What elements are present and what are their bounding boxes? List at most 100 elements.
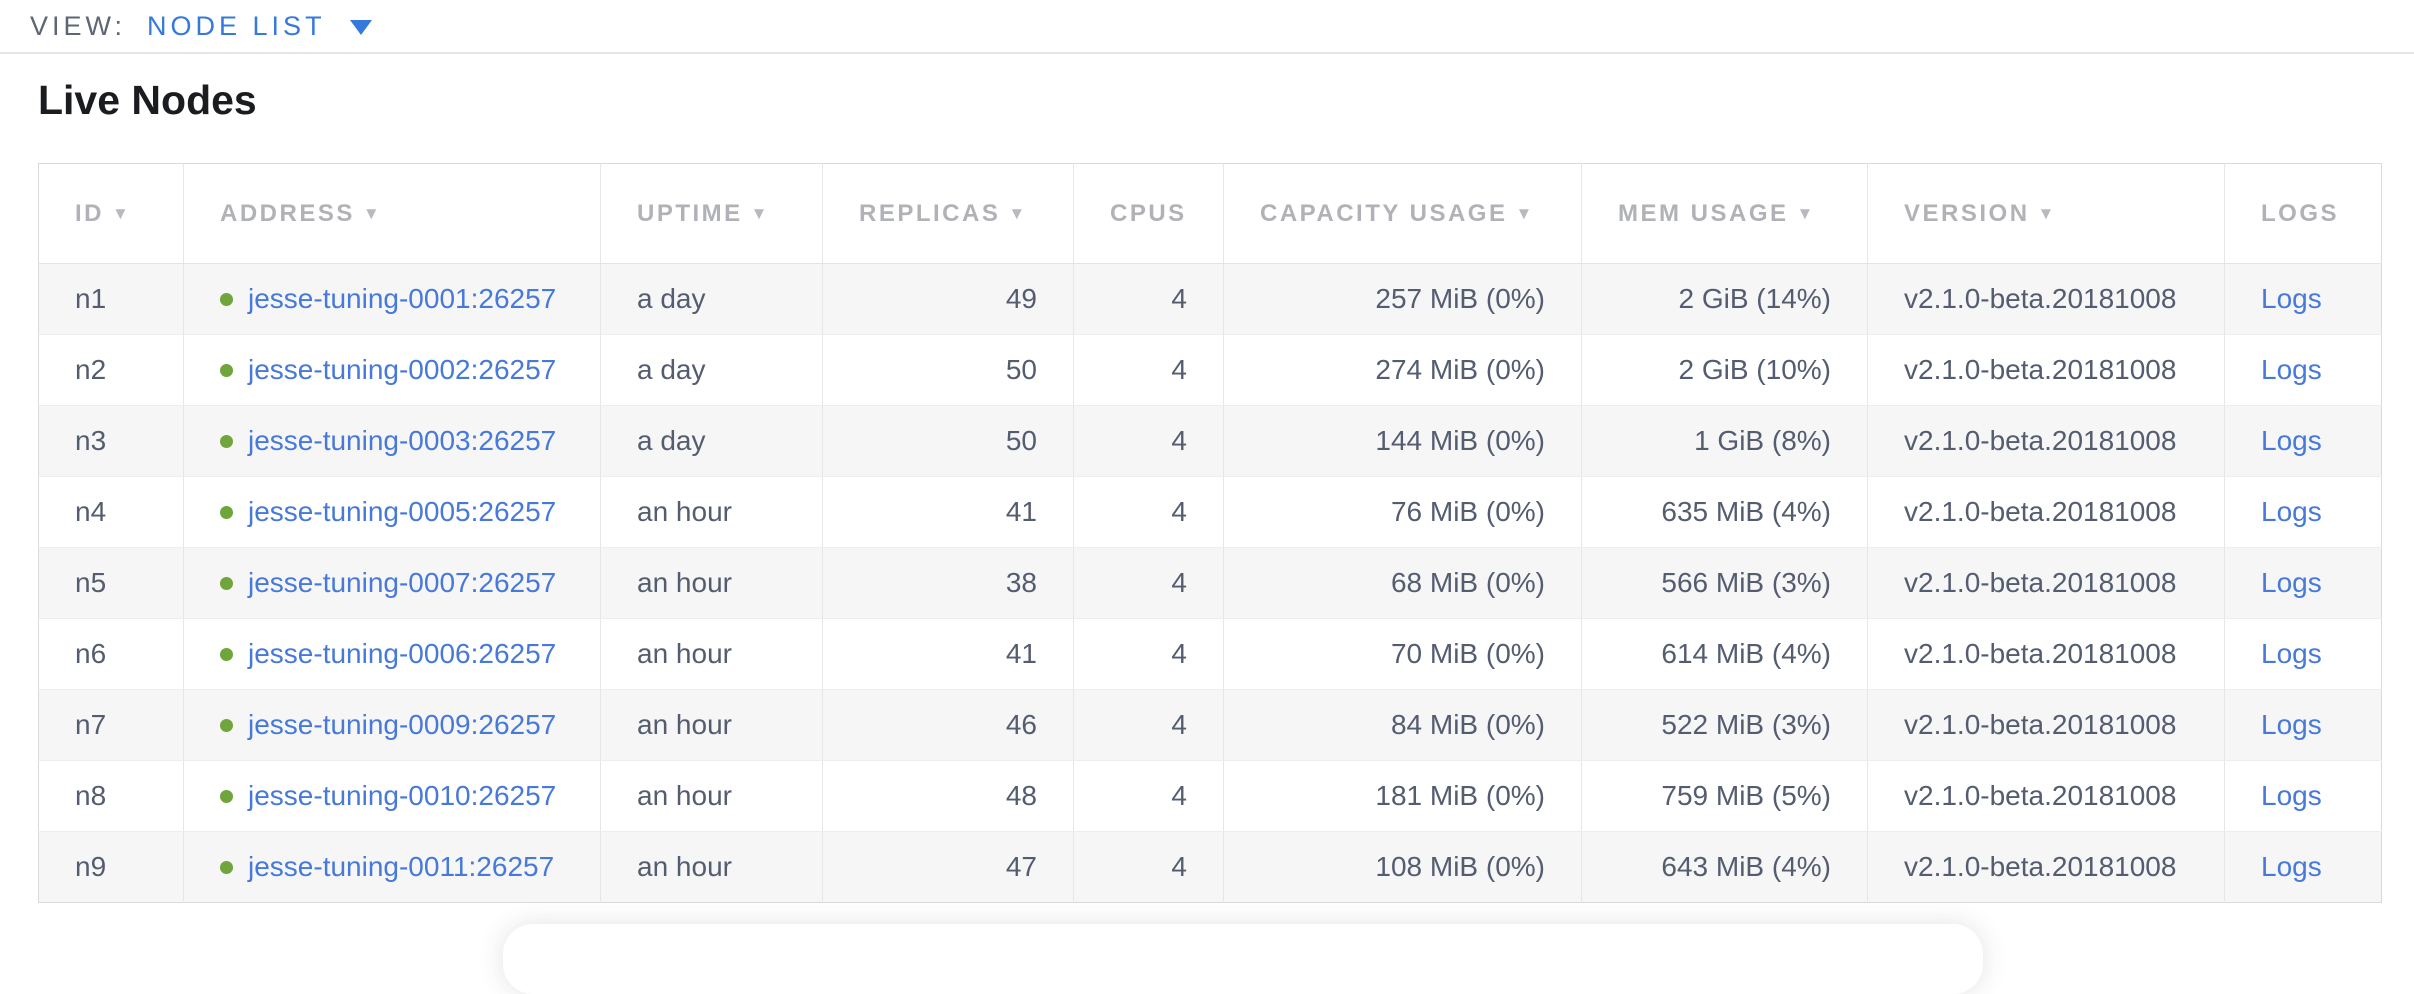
cell-replicas: 47 [822,831,1074,903]
cell-mem_usage: 643 MiB (4%) [1581,831,1868,903]
cell-cpus: 4 [1073,263,1224,335]
sort-desc-icon: ▼ [1515,203,1533,223]
cell-id: n1 [38,263,184,335]
cell-uptime: a day [600,263,823,335]
cell-replicas: 41 [822,476,1074,548]
cell-uptime: a day [600,334,823,406]
cell-capacity_usage: 108 MiB (0%) [1223,831,1582,903]
cell-mem_usage: 566 MiB (3%) [1581,547,1868,619]
cell-cpus: 4 [1073,831,1224,903]
cell-mem_usage: 1 GiB (8%) [1581,405,1868,477]
column-header-label: CAPACITY USAGE [1260,199,1508,227]
node-address-link[interactable]: jesse-tuning-0002:26257 [248,354,557,385]
cell-uptime: an hour [600,831,823,903]
cell-version: v2.1.0-beta.20181008 [1867,831,2225,903]
column-header-label: UPTIME [637,199,743,227]
sort-desc-icon: ▼ [362,203,380,223]
cell-cpus: 4 [1073,547,1224,619]
node-address-link[interactable]: jesse-tuning-0005:26257 [248,496,557,527]
view-bar: VIEW: NODE LIST [0,0,2414,54]
cell-uptime: an hour [600,547,823,619]
node-address-link[interactable]: jesse-tuning-0001:26257 [248,283,557,314]
cell-capacity_usage: 76 MiB (0%) [1223,476,1582,548]
cell-id: n8 [38,760,184,832]
cell-id: n6 [38,618,184,690]
node-address-link[interactable]: jesse-tuning-0010:26257 [248,780,557,811]
column-header-id[interactable]: ID ▼ [38,163,184,264]
sort-desc-icon: ▼ [1008,203,1026,223]
view-label: VIEW: [30,10,127,41]
table-row: n3 jesse-tuning-0003:26257 a day 50 4 144 MiB… [38,405,2382,477]
node-address-link[interactable]: jesse-tuning-0006:26257 [248,638,557,669]
node-live-status-icon [220,790,233,803]
node-logs-link[interactable]: Logs [2261,780,2322,811]
sort-desc-icon: ▼ [2037,203,2055,223]
cell-logs: Logs [2224,334,2382,406]
column-header-version[interactable]: VERSION ▼ [1867,163,2225,264]
cell-address: jesse-tuning-0007:26257 [183,547,601,619]
column-header-cpus: CPUS [1073,163,1224,264]
cell-mem_usage: 635 MiB (4%) [1581,476,1868,548]
node-address-link[interactable]: jesse-tuning-0007:26257 [248,567,557,598]
column-header-replicas[interactable]: REPLICAS ▼ [822,163,1074,264]
cell-version: v2.1.0-beta.20181008 [1867,760,2225,832]
cell-id: n7 [38,689,184,761]
cell-uptime: a day [600,405,823,477]
cell-replicas: 46 [822,689,1074,761]
node-logs-link[interactable]: Logs [2261,496,2322,527]
cell-logs: Logs [2224,689,2382,761]
cell-mem_usage: 759 MiB (5%) [1581,760,1868,832]
cell-address: jesse-tuning-0006:26257 [183,618,601,690]
node-logs-link[interactable]: Logs [2261,851,2322,882]
cell-replicas: 41 [822,618,1074,690]
cell-uptime: an hour [600,618,823,690]
node-logs-link[interactable]: Logs [2261,638,2322,669]
cell-mem_usage: 522 MiB (3%) [1581,689,1868,761]
cell-replicas: 50 [822,405,1074,477]
cell-replicas: 38 [822,547,1074,619]
table-row: n8 jesse-tuning-0010:26257 an hour 48 4 181 M… [38,760,2382,832]
column-header-uptime[interactable]: UPTIME ▼ [600,163,823,264]
cell-version: v2.1.0-beta.20181008 [1867,618,2225,690]
cell-version: v2.1.0-beta.20181008 [1867,689,2225,761]
cell-logs: Logs [2224,831,2382,903]
node-logs-link[interactable]: Logs [2261,567,2322,598]
table-body: n1 jesse-tuning-0001:26257 a day 49 4 257 MiB… [38,263,2382,903]
cell-uptime: an hour [600,476,823,548]
node-live-status-icon [220,577,233,590]
node-logs-link[interactable]: Logs [2261,354,2322,385]
cell-id: n2 [38,334,184,406]
cell-logs: Logs [2224,405,2382,477]
node-address-link[interactable]: jesse-tuning-0011:26257 [248,851,555,882]
column-header-label: MEM USAGE [1618,199,1789,227]
live-nodes-table: ID ▼ ADDRESS ▼ UPTIME ▼ REPLICAS ▼ CPUS CAPACITY … [38,163,2382,903]
cell-logs: Logs [2224,476,2382,548]
cell-capacity_usage: 144 MiB (0%) [1223,405,1582,477]
cell-cpus: 4 [1073,760,1224,832]
cell-capacity_usage: 84 MiB (0%) [1223,689,1582,761]
node-address-link[interactable]: jesse-tuning-0003:26257 [248,425,557,456]
node-logs-link[interactable]: Logs [2261,425,2322,456]
column-header-label: ID [75,199,104,227]
node-address-link[interactable]: jesse-tuning-0009:26257 [248,709,557,740]
node-live-status-icon [220,719,233,732]
node-logs-link[interactable]: Logs [2261,709,2322,740]
cell-version: v2.1.0-beta.20181008 [1867,547,2225,619]
chevron-down-icon [349,20,372,35]
cell-capacity_usage: 181 MiB (0%) [1223,760,1582,832]
cell-version: v2.1.0-beta.20181008 [1867,263,2225,335]
column-header-capacity_usage[interactable]: CAPACITY USAGE ▼ [1223,163,1582,264]
cell-address: jesse-tuning-0002:26257 [183,334,601,406]
cell-logs: Logs [2224,760,2382,832]
column-header-address[interactable]: ADDRESS ▼ [183,163,601,264]
cell-cpus: 4 [1073,618,1224,690]
cell-id: n9 [38,831,184,903]
cell-logs: Logs [2224,547,2382,619]
view-selector[interactable]: NODE LIST [147,11,372,42]
cell-version: v2.1.0-beta.20181008 [1867,334,2225,406]
node-logs-link[interactable]: Logs [2261,283,2322,314]
column-header-mem_usage[interactable]: MEM USAGE ▼ [1581,163,1868,264]
cell-capacity_usage: 274 MiB (0%) [1223,334,1582,406]
node-live-status-icon [220,506,233,519]
sort-desc-icon: ▼ [112,203,129,223]
